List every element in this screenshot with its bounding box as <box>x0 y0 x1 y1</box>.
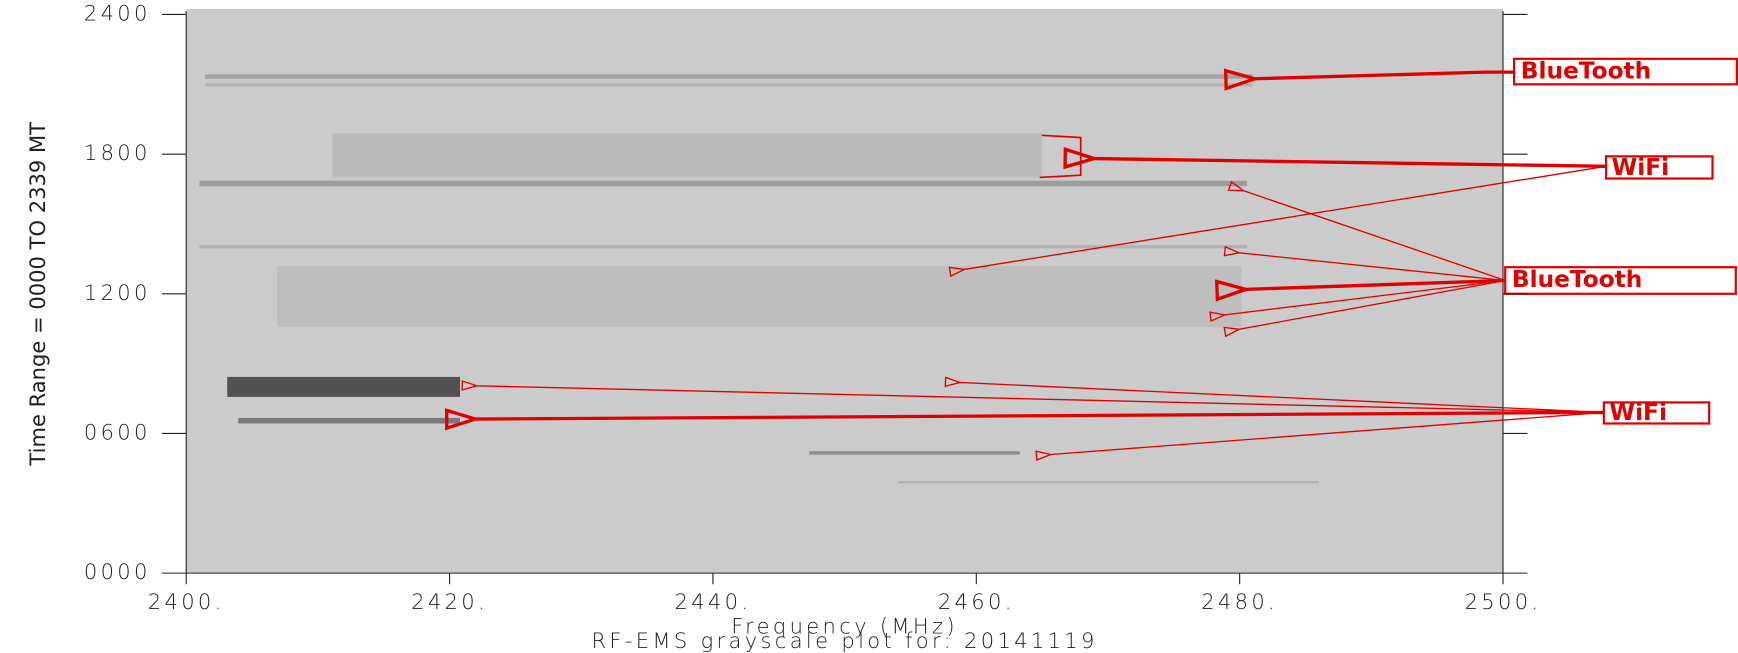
x-tick-label: 2460. <box>938 589 1015 614</box>
x-tick-label: 2400. <box>148 589 225 614</box>
x-tick-label: 2420. <box>411 589 488 614</box>
spectrogram-image <box>186 8 1504 574</box>
y-tick-label: 0600 <box>84 419 151 444</box>
x-axis-label: Frequency (MHz) <box>731 613 958 638</box>
annotation-label: BlueTooth <box>1512 266 1642 293</box>
annotation-label: BlueTooth <box>1521 58 1651 85</box>
y-tick-label: 1200 <box>84 280 151 305</box>
y-tick-label: 2400 <box>84 0 151 25</box>
x-tick-label: 2440. <box>674 589 751 614</box>
annotation-label: WiFi <box>1612 154 1670 181</box>
chart-title: RF-EMS grayscale plot for: 20141119 <box>591 628 1097 653</box>
x-tick-label: 2500. <box>1465 589 1542 614</box>
x-tick-label: 2480. <box>1201 589 1278 614</box>
annotations: BlueTooth WiFi BlueTooth WiFi <box>476 58 1738 455</box>
annotation-label: WiFi <box>1609 399 1667 426</box>
y-tick-label: 1800 <box>84 140 151 165</box>
y-tick-label: 0000 <box>84 559 151 584</box>
y-axis-label: Time Range = 0000 TO 2339 MT <box>25 122 50 467</box>
